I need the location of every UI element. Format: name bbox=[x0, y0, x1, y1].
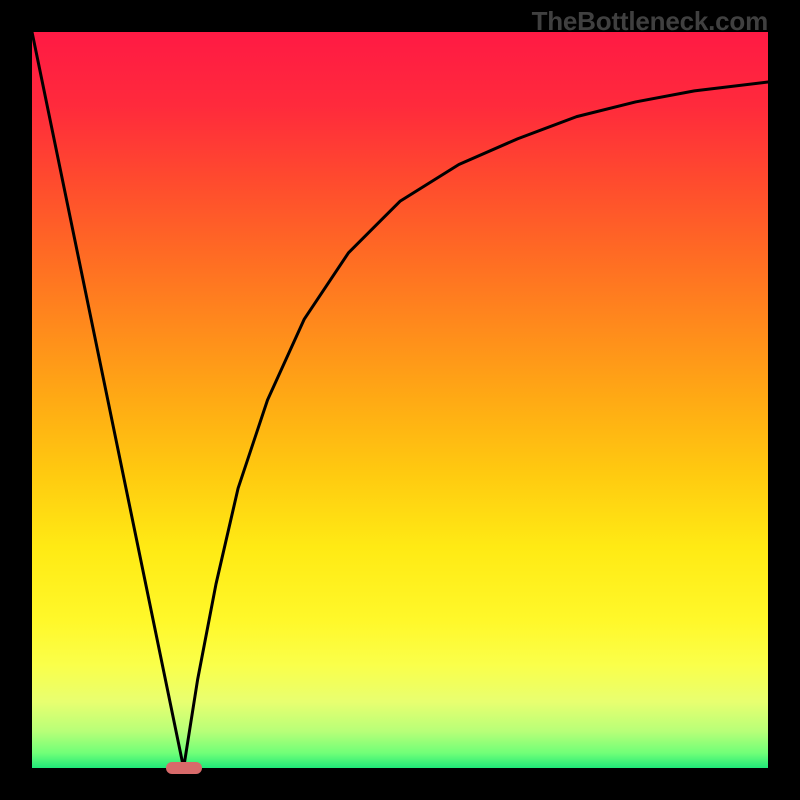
minimum-marker bbox=[166, 762, 202, 774]
watermark-text: TheBottleneck.com bbox=[532, 6, 768, 37]
curve-path bbox=[32, 32, 768, 768]
plot-area bbox=[32, 32, 768, 768]
canvas-root: TheBottleneck.com bbox=[0, 0, 800, 800]
bottleneck-curve bbox=[32, 32, 768, 768]
